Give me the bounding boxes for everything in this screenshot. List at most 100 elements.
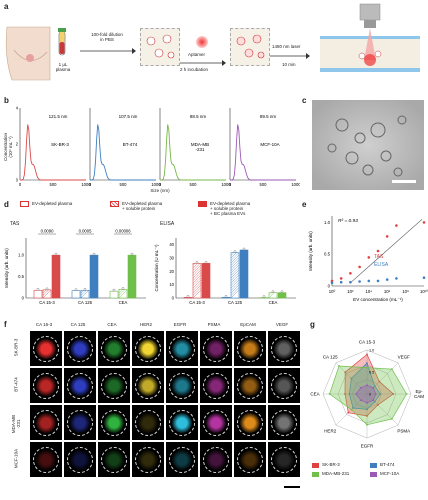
scale-bar xyxy=(284,486,300,488)
d-ytick: 0 xyxy=(172,296,175,301)
f-outline-ring xyxy=(67,447,93,473)
g-point xyxy=(372,399,375,402)
d-ytick: 0 xyxy=(22,296,25,301)
f-column-header: EGFR xyxy=(173,322,187,327)
f-row-label: SK-BR-3 xyxy=(13,338,19,357)
d-bar-hatch xyxy=(230,277,240,286)
d-bar-hatch xyxy=(230,282,240,291)
e-point-tas xyxy=(422,221,426,224)
aptamer-icon xyxy=(196,36,208,48)
b-peak-label: 88.5 nm xyxy=(190,114,207,119)
f-image-cell xyxy=(132,405,164,440)
f-image-cell xyxy=(200,405,232,440)
d-point xyxy=(262,295,266,298)
plasma-label: 1 μL plasma xyxy=(55,62,71,72)
g-point xyxy=(373,385,376,388)
f-outline-ring xyxy=(135,447,161,473)
f-row-label: MDA-MB -231 xyxy=(11,414,21,434)
f-column-headers: CA 15-3 CA 125 CEA HER2 EGFR PSMA EpCAM VEGF xyxy=(28,322,304,330)
b-series-label: BT-474 xyxy=(123,142,138,147)
b-xtick: 1000 xyxy=(221,182,231,187)
f-outline-ring xyxy=(237,447,263,473)
legend-label-depleted: EV-depleted plasma xyxy=(32,201,73,206)
b-xtick: 500 xyxy=(190,182,198,187)
f-outline-ring xyxy=(169,336,195,362)
d-bar-hatch xyxy=(230,269,240,279)
e-point-elisa xyxy=(376,279,380,283)
f-image-cell xyxy=(166,442,198,477)
d-pvalue: 0.0090 xyxy=(41,229,54,234)
d-point xyxy=(242,247,246,251)
d-point xyxy=(280,290,284,293)
e-point-elisa xyxy=(422,276,426,279)
d-ytick: 0.5 xyxy=(18,274,24,279)
f-image-cell xyxy=(98,442,130,477)
legend-label-soluble: EV-depleted plasma + soluble protein xyxy=(122,201,163,211)
d-point xyxy=(36,288,40,291)
g-rtick: 0 xyxy=(369,393,371,397)
g-radar-chart: CA 15-3 VEGF Ep-CAM PSMA EGFR HER2 CEA CA 125 0 0… xyxy=(310,340,424,449)
d-bar-hatch xyxy=(192,263,198,269)
e-xtick: 10¹⁰ xyxy=(420,289,428,294)
g-legend-label: MDA-MB-231 xyxy=(322,471,350,476)
f-image-cell xyxy=(132,368,164,403)
e-point-elisa xyxy=(385,278,389,281)
b-peak-label: 89.5 nm xyxy=(260,114,277,119)
panel-label-b: b xyxy=(4,96,9,105)
f-image-cell xyxy=(268,405,300,440)
d-point xyxy=(112,288,116,292)
arrow-icon xyxy=(270,53,310,59)
g-spoke xyxy=(366,393,399,426)
d-bar-hatch xyxy=(230,252,237,259)
time-label: 10 min xyxy=(282,62,296,67)
e-ytick: 0 xyxy=(328,284,331,289)
e-point-elisa xyxy=(349,280,352,284)
d-bar-hatch xyxy=(42,289,47,294)
f-image-cell xyxy=(64,368,96,403)
d-category-label: CA 125 xyxy=(78,300,93,305)
b-curve-2 xyxy=(160,124,226,181)
f-row-label: MCF-10A xyxy=(13,448,19,469)
f-column-header: VEGF xyxy=(275,322,289,327)
e-point-tas xyxy=(395,224,398,227)
f-outline-ring xyxy=(101,336,127,362)
f-image-cell xyxy=(268,368,300,403)
g-point xyxy=(366,366,368,369)
tem-micrograph xyxy=(312,100,424,190)
panel-label-c: c xyxy=(302,96,307,105)
arrow-icon xyxy=(180,60,226,66)
d-bar-hatch xyxy=(192,274,202,284)
f-outline-ring xyxy=(203,373,229,399)
g-point xyxy=(348,393,351,395)
g-legend-label: MCF-10A xyxy=(380,471,400,476)
g-point xyxy=(344,393,346,395)
e-xtick: 10⁴ xyxy=(365,289,372,294)
e-point-tas xyxy=(367,256,371,259)
panel-label-d: d xyxy=(4,200,9,209)
g-point xyxy=(366,353,368,356)
b-xtick: 500 xyxy=(260,182,268,187)
f-image-cell xyxy=(166,331,198,366)
g-point xyxy=(392,393,395,395)
f-image-cell xyxy=(98,331,130,366)
d-bar-hatch xyxy=(80,290,89,299)
g-point xyxy=(374,393,377,395)
d-point xyxy=(186,295,190,298)
e-fit-line xyxy=(350,218,423,284)
f-outline-ring xyxy=(33,447,59,473)
legend-swatch-evs xyxy=(198,201,207,207)
g-axis-label: CA 15-3 xyxy=(359,340,376,345)
d-bar-hatch xyxy=(192,263,196,266)
f-column-header: CEA xyxy=(107,322,117,327)
d-bar-hatch xyxy=(230,252,234,256)
g-legend-label: SK-BR-3 xyxy=(322,462,340,467)
d-ytick: 1.0 xyxy=(18,253,24,258)
g-point xyxy=(366,408,368,411)
f-outline-ring xyxy=(33,410,59,436)
d-bar-hatch xyxy=(80,290,84,294)
e-point-tas xyxy=(358,265,361,269)
f-image-cell xyxy=(234,331,266,366)
d-bar xyxy=(127,254,137,299)
d-point xyxy=(130,252,134,256)
e-scatter-chart: 0 0.5 1.0 10⁰ 10² 10⁴ 10⁶ 10⁸ 10¹⁰ EV concentrati… xyxy=(308,216,428,302)
